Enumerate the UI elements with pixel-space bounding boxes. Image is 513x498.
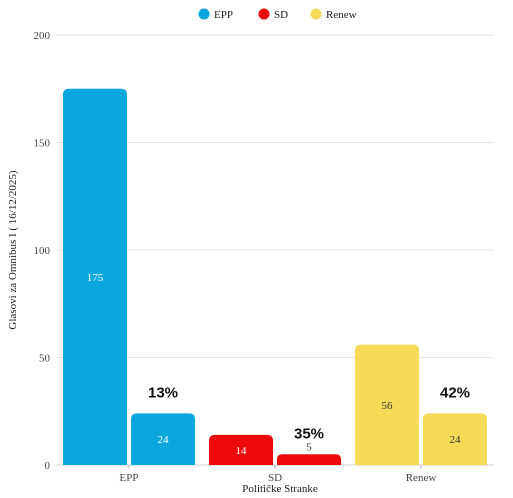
bar-labels: 175 24 14 5 56 24 [87, 272, 461, 457]
legend-swatch-sd [258, 8, 270, 20]
bar-sd-2 [277, 454, 341, 465]
percentage-annotation: 35% [294, 425, 324, 442]
bar-epp-2 [131, 413, 195, 465]
y-tick-label: 150 [34, 138, 51, 150]
legend-label-sd: SD [274, 9, 288, 21]
x-axis-ticks: EPP SD Renew [120, 465, 437, 484]
bar-value-label: 175 [87, 272, 104, 284]
x-tick-label: Renew [406, 472, 437, 484]
legend-swatch-epp [198, 8, 210, 20]
x-axis-title: Političke Stranke [242, 483, 318, 495]
y-axis-ticks: 0 50 100 150 200 [34, 30, 51, 472]
y-tick-label: 100 [34, 245, 51, 257]
legend-swatch-renew [310, 8, 322, 20]
bar-value-label: 5 [306, 441, 312, 453]
x-tick-label: EPP [120, 472, 139, 484]
percentage-annotation: 13% [148, 384, 178, 401]
bar-value-label: 24 [450, 434, 462, 446]
legend-label-epp: EPP [214, 9, 233, 21]
bar-value-label: 14 [236, 445, 248, 457]
bar-renew-1 [355, 344, 419, 465]
percentage-annotation: 42% [440, 384, 470, 401]
y-axis-title: Glasovi za Omnibus I ( 16/12/2025) [7, 170, 19, 330]
legend-label-renew: Renew [326, 9, 357, 21]
bars [63, 88, 487, 465]
bar-epp-1 [63, 88, 127, 465]
annotations: 13% 35% 42% [148, 384, 470, 442]
y-tick-label: 50 [39, 353, 51, 365]
x-tick-label: SD [268, 472, 282, 484]
y-tick-label: 0 [45, 460, 51, 472]
y-tick-label: 200 [34, 30, 51, 42]
bar-value-label: 24 [158, 434, 170, 446]
legend: EPP SD Renew [198, 8, 357, 21]
bar-value-label: 56 [382, 400, 394, 412]
bar-sd-1 [209, 434, 273, 465]
bar-renew-2 [423, 413, 487, 465]
